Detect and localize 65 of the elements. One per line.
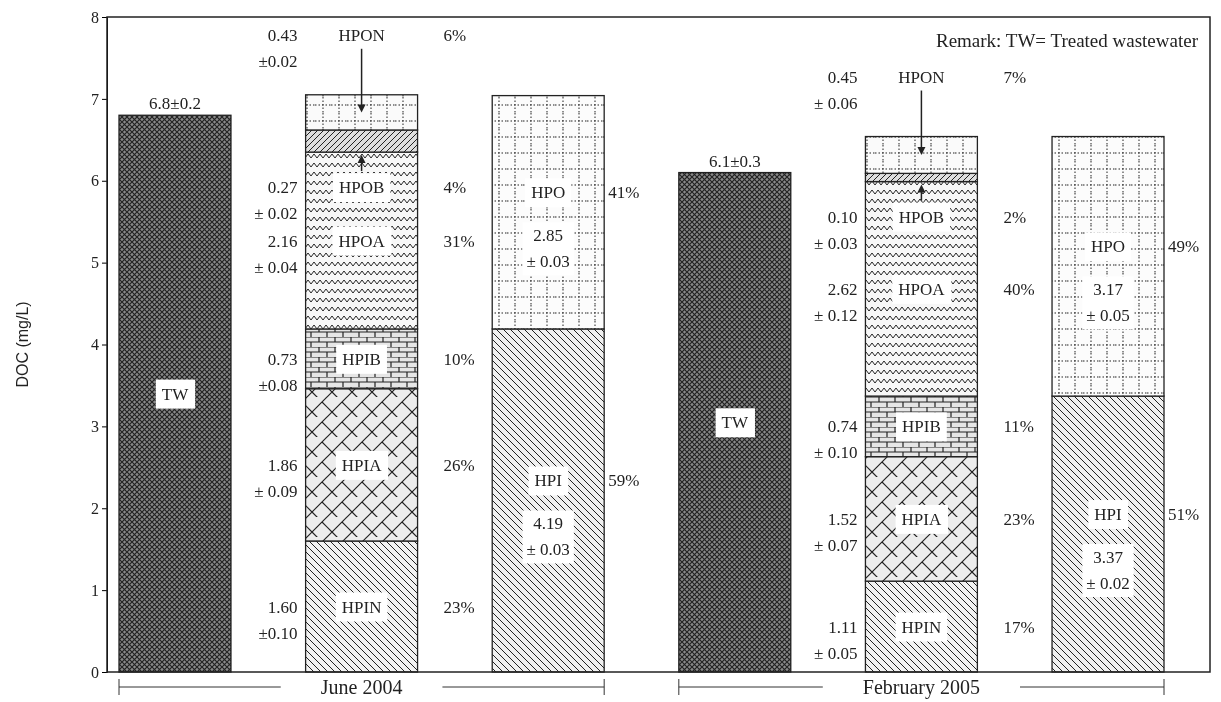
series-label: HPIB (342, 349, 381, 369)
annotation: 51% (1168, 505, 1200, 525)
data-label: 3.37 ± 0.02 (1086, 548, 1130, 594)
text: HPO (531, 183, 566, 203)
y-tick-label: 3 (91, 417, 99, 435)
annotation: 49% (1168, 237, 1200, 257)
series-label: HPOA (338, 231, 386, 251)
series-label: HPI (1094, 505, 1123, 525)
data-label: 4.19 ± 0.03 (526, 514, 570, 560)
data-label: 2.85 ± 0.03 (526, 226, 570, 272)
text: HPOA (898, 279, 945, 299)
annotation: 23% (443, 597, 475, 617)
annotation: 0.74 ± 0.10 (814, 417, 858, 463)
y-tick-label: 4 (91, 336, 99, 354)
y-axis-title: DOC (mg/L) (14, 301, 31, 388)
annotation: 17% (1003, 617, 1035, 637)
text: HPOB (898, 207, 945, 227)
data-label: 6.1±0.3 (708, 151, 761, 171)
annotation: Remark: TW= Treated wastewater (935, 30, 1199, 51)
annotation: 41% (608, 183, 640, 203)
text: HPIB (902, 417, 941, 437)
text: HPIN (341, 597, 382, 617)
annotation: 10% (443, 349, 475, 369)
text: HPON (338, 25, 385, 45)
y-tick-label: 1 (91, 581, 99, 599)
text: HPI (534, 471, 562, 491)
text: HPIA (901, 509, 942, 529)
y-tick-label: 2 (91, 499, 99, 517)
text: June 2004 (320, 676, 403, 698)
data-label: 3.17 ± 0.05 (1086, 280, 1130, 326)
annotation: 1.52 ± 0.07 (814, 509, 858, 555)
annotation: 0.73 ±0.08 (258, 349, 298, 395)
annotation: 4% (443, 178, 467, 198)
data-label: 6.8±0.2 (149, 94, 201, 114)
annotation: 0.45 ± 0.06 (814, 67, 858, 113)
annotation: 6% (443, 25, 467, 45)
y-tick-label: 6 (91, 172, 99, 190)
annotation: 2.62 ± 0.12 (814, 279, 858, 325)
y-tick-label: 5 (91, 254, 99, 272)
text: February 2005 (862, 676, 981, 699)
annotation: 23% (1003, 509, 1035, 529)
annotation: 11% (1003, 417, 1034, 437)
annotation: 31% (443, 231, 475, 251)
annotation: 0.10 ± 0.03 (814, 207, 858, 253)
annotation: 7% (1003, 67, 1027, 87)
legend-label: HPOB (338, 178, 385, 198)
series-label: HPO (1091, 237, 1126, 257)
y-tick-label: 0 (91, 663, 99, 681)
annotation: 59% (608, 471, 640, 491)
text: HPON (898, 67, 945, 87)
annotation: 1.60 ±0.10 (258, 597, 298, 643)
text: TW (721, 413, 749, 433)
series-label: HPIN (901, 617, 942, 637)
annotation: 0.27 ± 0.02 (254, 178, 299, 224)
annotation: 1.86 ± 0.09 (254, 455, 298, 501)
annotation: 1.11 ± 0.05 (814, 617, 858, 663)
series-label: TW (161, 384, 190, 404)
annotation: 40% (1003, 279, 1035, 299)
series-label: HPIA (341, 455, 383, 475)
annotation: 2.16 ± 0.04 (254, 231, 299, 277)
y-tick-label: 8 (91, 8, 99, 26)
annotation: 2% (1003, 207, 1027, 227)
annotation: 0.43 ±0.02 (258, 25, 298, 71)
y-tick-label: 7 (91, 90, 99, 108)
annotation: 26% (443, 455, 475, 475)
